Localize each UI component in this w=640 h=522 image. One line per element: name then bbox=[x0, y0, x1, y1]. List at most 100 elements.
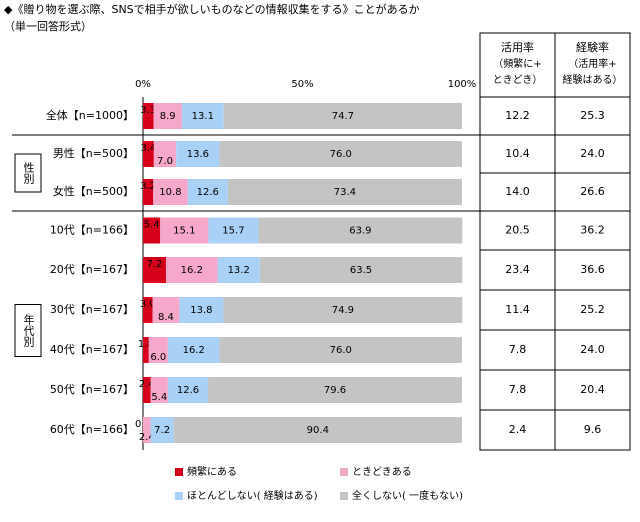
table-header: （頻繁に+ bbox=[493, 57, 541, 70]
bar-segment bbox=[176, 141, 220, 167]
table-cell: 12.2 bbox=[505, 109, 530, 122]
value-label: 1.8 bbox=[138, 339, 154, 350]
value-label: 15.7 bbox=[222, 226, 244, 237]
chart-title: ◆《贈り物を選ぶ際、SNSで相手が欲しいものなどの情報収集をする》ことがあるか bbox=[4, 2, 420, 16]
bar-segment bbox=[208, 377, 462, 403]
bar-segment bbox=[187, 179, 228, 205]
table-cell: 36.2 bbox=[580, 224, 605, 237]
bar-segment bbox=[143, 217, 161, 244]
value-label: 13.8 bbox=[190, 305, 212, 316]
table-cell: 11.4 bbox=[505, 303, 530, 316]
table-cell: 25.2 bbox=[580, 303, 605, 316]
value-label: 7.2 bbox=[147, 259, 163, 270]
bar-segment bbox=[160, 217, 209, 244]
group-label: 性別 bbox=[22, 161, 35, 185]
value-label: 3.4 bbox=[140, 143, 156, 154]
bar-segment bbox=[181, 103, 224, 129]
legend-swatch bbox=[340, 468, 348, 476]
bar-segment bbox=[173, 417, 462, 443]
value-label: 63.5 bbox=[350, 265, 372, 276]
table-cell: 9.6 bbox=[584, 423, 602, 436]
table-cell: 24.0 bbox=[580, 343, 605, 356]
table-cell: 7.8 bbox=[509, 343, 527, 356]
legend-swatch bbox=[340, 492, 348, 500]
legend-label: 全くしない( 一度もない) bbox=[352, 489, 463, 502]
value-label: 73.4 bbox=[334, 187, 356, 198]
value-label: 90.4 bbox=[307, 425, 329, 436]
value-label: 63.9 bbox=[349, 226, 371, 237]
table-cell: 26.6 bbox=[580, 185, 605, 198]
value-label: 16.2 bbox=[183, 345, 205, 356]
legend-swatch bbox=[175, 492, 183, 500]
value-label: 79.6 bbox=[324, 385, 346, 396]
bar-segment bbox=[223, 297, 463, 323]
table-cell: 10.4 bbox=[505, 147, 530, 160]
value-label: 13.1 bbox=[192, 111, 214, 122]
value-label: 2.4 bbox=[139, 379, 155, 390]
bar-segment bbox=[143, 337, 149, 363]
value-label: 13.2 bbox=[228, 265, 250, 276]
value-label: 74.9 bbox=[332, 305, 354, 316]
value-label: 7.0 bbox=[157, 156, 173, 167]
bar-segment bbox=[150, 417, 174, 443]
legend-label: ときどきある bbox=[352, 466, 412, 478]
bar-segment bbox=[150, 377, 168, 403]
category-label: 60代【n=166】 bbox=[50, 423, 134, 436]
value-label: 5.4 bbox=[151, 392, 167, 403]
value-label: 76.0 bbox=[330, 345, 352, 356]
x-tick-label: 50% bbox=[291, 79, 313, 90]
legend-label: ほとんどしない( 経験はある) bbox=[187, 489, 318, 502]
value-label: 13.6 bbox=[187, 149, 209, 160]
value-label: 15.1 bbox=[173, 226, 195, 237]
table-cell: 23.4 bbox=[505, 263, 530, 276]
table-cell: 20.4 bbox=[580, 383, 605, 396]
value-label: 10.8 bbox=[159, 187, 181, 198]
bar-segment bbox=[227, 179, 462, 205]
table-cell: 20.5 bbox=[505, 224, 530, 237]
bar-segment bbox=[258, 217, 463, 244]
group-label: 年代別 bbox=[22, 313, 35, 348]
bar-segment bbox=[143, 179, 154, 205]
value-label: 3.3 bbox=[140, 105, 156, 116]
bar-segment bbox=[179, 297, 224, 323]
value-label: 5.4 bbox=[144, 220, 160, 231]
category-label: 全体【n=1000】 bbox=[46, 108, 134, 122]
bar-segment bbox=[165, 257, 218, 283]
category-label: 40代【n=167】 bbox=[50, 343, 134, 356]
value-label: 16.2 bbox=[181, 265, 203, 276]
bar-segment bbox=[143, 297, 153, 323]
value-label: 6.0 bbox=[150, 352, 166, 363]
bar-segment bbox=[219, 337, 462, 363]
table-cell: 2.4 bbox=[509, 423, 527, 436]
category-label: 50代【n=167】 bbox=[50, 383, 134, 396]
bar-segment bbox=[217, 257, 260, 283]
category-label: 10代【n=166】 bbox=[50, 224, 134, 237]
bar-segment bbox=[219, 141, 462, 167]
bar-segment bbox=[153, 141, 177, 167]
chart-subtitle: （単一回答形式） bbox=[4, 19, 92, 33]
value-label: 74.7 bbox=[332, 111, 354, 122]
bar-segment bbox=[143, 417, 151, 443]
value-label: 12.6 bbox=[177, 385, 199, 396]
x-tick-label: 100% bbox=[448, 79, 477, 90]
bar-segment bbox=[167, 377, 209, 403]
bar-segment bbox=[259, 257, 463, 283]
bar-segment bbox=[167, 337, 220, 363]
table-cell: 36.6 bbox=[580, 263, 605, 276]
bar-segment bbox=[223, 103, 462, 129]
table-header: 経験はある） bbox=[563, 73, 623, 86]
value-label: 8.4 bbox=[158, 312, 174, 323]
bar-segment bbox=[153, 179, 188, 205]
category-label: 男性【n=500】 bbox=[53, 146, 134, 160]
group-box bbox=[14, 153, 42, 193]
bar-segment bbox=[208, 217, 259, 244]
value-label: 8.9 bbox=[160, 111, 176, 122]
bar-segment bbox=[143, 257, 166, 283]
value-label: 7.2 bbox=[154, 425, 170, 436]
category-label: 30代【n=167】 bbox=[50, 303, 134, 316]
table-header: （活用率+ bbox=[568, 57, 616, 70]
table-cell: 25.3 bbox=[580, 109, 605, 122]
x-tick-label: 0% bbox=[135, 79, 151, 90]
bar-segment bbox=[153, 103, 182, 129]
